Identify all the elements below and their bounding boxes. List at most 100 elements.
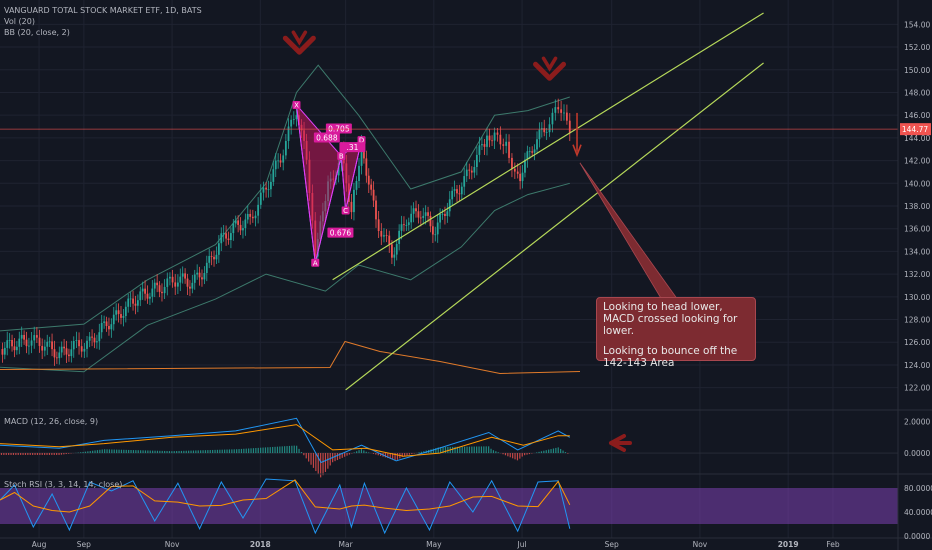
candle-body <box>112 314 115 325</box>
candle-body <box>554 107 557 113</box>
x-tick-label: 2019 <box>778 540 799 549</box>
candle-body <box>72 341 75 350</box>
y-tick-label: 128.00 <box>904 316 930 325</box>
candle-body <box>502 144 505 146</box>
candle-body <box>208 256 211 263</box>
candle-body <box>1 349 4 355</box>
candle-body <box>458 193 461 195</box>
y-tick-label: 126.00 <box>904 338 930 347</box>
x-tick-label: Sep <box>605 540 619 549</box>
candle-body <box>108 326 110 330</box>
candle-body <box>13 346 16 351</box>
candle-body <box>478 145 481 155</box>
candle-body <box>179 276 182 283</box>
stoch-tick-label: 40.0000 <box>904 508 932 517</box>
y-tick-label: 132.00 <box>904 270 930 279</box>
candle-body <box>161 291 163 294</box>
candle-body <box>407 222 410 226</box>
candle-body <box>201 277 203 280</box>
candle-body <box>513 168 516 172</box>
candle-body <box>213 256 215 260</box>
y-tick-label: 136.00 <box>904 225 930 234</box>
candle-body <box>287 126 290 142</box>
candle-body <box>511 157 513 169</box>
candle-body <box>227 238 230 241</box>
candle-body <box>3 347 6 355</box>
candle-body <box>55 357 58 359</box>
channel-upper-line <box>332 12 764 281</box>
x-tick-label: Feb <box>826 540 840 549</box>
harmonic-point-marker <box>292 100 301 109</box>
harmonic-ratio-box <box>325 123 352 134</box>
candle-body <box>103 321 106 323</box>
candle-body <box>279 160 282 163</box>
harmonic-point-marker <box>337 152 346 161</box>
candle-body <box>68 354 70 357</box>
candle-body <box>184 273 187 279</box>
candle-body <box>196 272 199 275</box>
candle-body <box>58 352 61 359</box>
x-tick-label: Aug <box>32 540 47 549</box>
candle-body <box>353 189 355 213</box>
x-tick-label: Nov <box>693 540 708 549</box>
candle-body <box>234 220 237 224</box>
y-tick-label: 144.00 <box>904 134 930 143</box>
harmonic-ratio-box <box>313 132 340 143</box>
candle-body <box>129 298 132 300</box>
candle-body <box>86 340 88 349</box>
note-line-1: Looking to head lower, MACD crossed look… <box>603 301 738 337</box>
candle-body <box>30 340 33 346</box>
candle-body <box>548 124 551 133</box>
candle-body <box>543 128 546 133</box>
y-tick-label: 154.00 <box>904 20 930 29</box>
candle-body <box>460 186 463 195</box>
candle-body <box>350 201 353 213</box>
candle-body <box>181 273 184 277</box>
projection-arrow-head <box>572 144 582 158</box>
candle-body <box>486 135 488 147</box>
candle-body <box>249 213 252 217</box>
candle-body <box>80 346 83 352</box>
harmonic-point-label: A <box>313 259 318 267</box>
candle-body <box>463 176 466 187</box>
candle-body <box>274 160 277 170</box>
stoch-tick-label: 0.0000 <box>904 532 930 541</box>
candle-body <box>398 230 401 244</box>
candle-body <box>415 208 417 212</box>
candle-body <box>405 225 408 226</box>
candle-body <box>419 217 422 219</box>
candle-body <box>473 166 476 173</box>
candle-body <box>246 213 249 220</box>
y-tick-label: 130.00 <box>904 293 930 302</box>
candle-body <box>267 189 270 191</box>
analysis-note: Looking to head lower, MACD crossed look… <box>596 297 756 369</box>
candle-body <box>189 286 191 289</box>
candle-body <box>424 212 427 216</box>
candle-body <box>41 345 44 351</box>
candle-body <box>393 254 396 258</box>
top-marker-arrow <box>533 61 567 81</box>
candle-body <box>88 336 91 341</box>
candle-body <box>429 215 432 227</box>
harmonic-ratio-box <box>339 142 366 153</box>
candle-body <box>395 243 398 255</box>
candle-body <box>124 306 127 317</box>
candle-body <box>151 288 154 297</box>
candle-body <box>568 120 571 134</box>
top-marker-arrow <box>541 56 558 72</box>
candle-body <box>412 208 415 214</box>
candle-body <box>259 192 262 205</box>
candle-body <box>91 336 93 338</box>
candle-body <box>265 187 267 190</box>
harmonic-point-marker <box>341 206 350 215</box>
y-tick-label: 134.00 <box>904 247 930 256</box>
candle-body <box>78 340 80 347</box>
macd-cross-arrow <box>609 434 632 452</box>
y-tick-label: 138.00 <box>904 202 930 211</box>
candle-body <box>531 151 534 153</box>
candle-body <box>110 324 113 330</box>
candle-body <box>176 282 179 287</box>
macd-legend: MACD (12, 26, close, 9) <box>4 417 99 426</box>
candle-body <box>144 288 146 294</box>
